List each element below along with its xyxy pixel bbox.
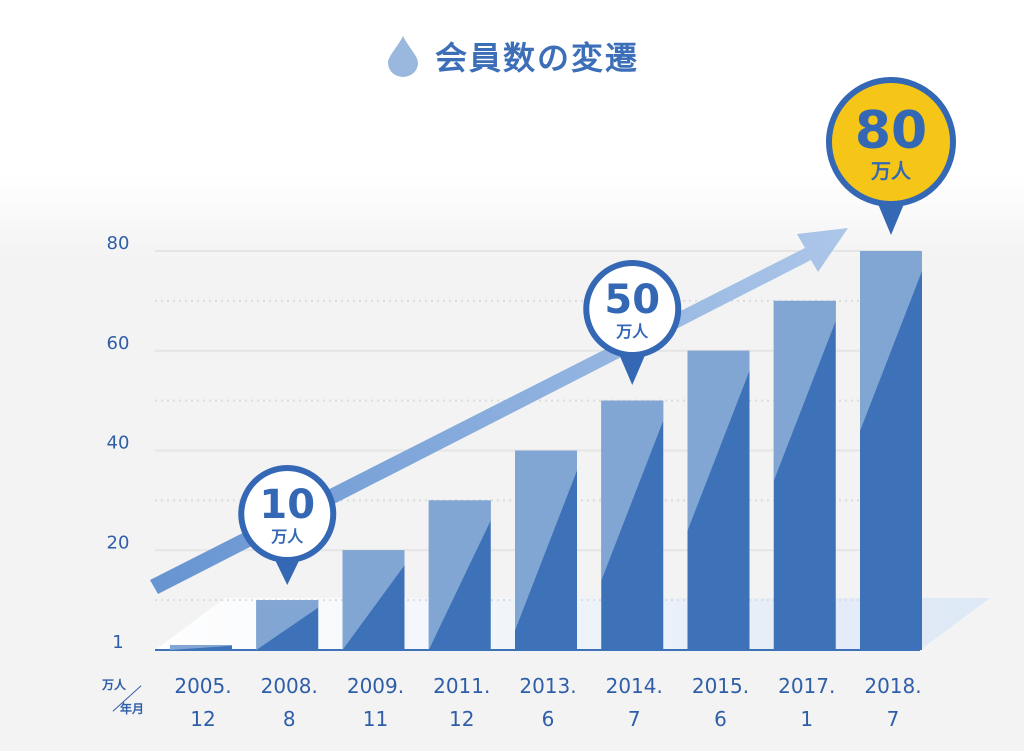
callout-circle [238,465,337,563]
callout-circle [826,77,956,207]
x-tick-label-month: 1 [800,707,813,731]
bar-7 [773,300,836,650]
bar-highlight [601,400,664,581]
callout-circle [583,260,682,358]
x-tick-label-year: 2014. [606,674,663,698]
bar-0 [170,645,232,650]
bar-highlight [515,450,577,631]
bar-highlight [687,350,750,531]
callout-unit: 万人 [615,322,649,341]
bar-4 [515,450,577,650]
x-tick-label-month: 11 [363,707,388,731]
chart-title: 会員数の変遷 [0,30,1024,82]
chart-title-text: 会員数の変遷 [434,39,639,77]
bar-5 [601,400,664,650]
x-tick-label-year: 2005. [174,674,231,698]
bar-6 [687,350,750,650]
bar-1 [256,600,319,650]
y-tick-label: 80 [107,233,130,254]
y-tick-label: 1 [112,632,123,653]
x-tick-label-year: 2017. [778,674,835,698]
x-tick-label-month: 7 [628,707,641,731]
y-tick-label: 40 [107,433,130,454]
x-tick-label-year: 2011. [433,674,490,698]
x-tick-label-month: 6 [714,707,727,731]
bar-highlight [860,251,922,431]
x-tick-label-year: 2009. [347,674,404,698]
bar-highlight [256,600,319,650]
callout-number: 10 [259,482,315,528]
x-tick-label-month: 8 [283,707,296,731]
y-axis-unit: 万人 [102,678,127,692]
callout-number: 50 [604,277,660,323]
axis-unit-label: 万人 年月 [98,676,158,724]
bar-8 [860,251,922,650]
x-tick-label-month: 12 [449,707,474,731]
x-axis-unit: 年月 [120,702,145,716]
bar-highlight [170,645,232,650]
x-tick-label-year: 2018. [864,674,921,698]
x-tick-label-year: 2015. [692,674,749,698]
bar-2 [342,550,405,650]
bar-highlight [342,550,405,650]
bar-3 [428,500,491,650]
y-tick-label: 20 [107,532,130,553]
callout-unit: 万人 [270,527,304,546]
x-tick-label-month: 12 [190,707,215,731]
x-tick-label-year: 2013. [519,674,576,698]
x-tick-label-month: 7 [887,707,900,731]
y-tick-label: 60 [107,333,130,354]
callout-unit: 万人 [870,159,912,183]
x-tick-label-month: 6 [542,707,555,731]
callout-number: 80 [855,101,927,161]
water-drop-icon [387,36,418,77]
bar-highlight [428,500,491,650]
bar-highlight [773,300,836,481]
x-tick-label-year: 2008. [261,674,318,698]
